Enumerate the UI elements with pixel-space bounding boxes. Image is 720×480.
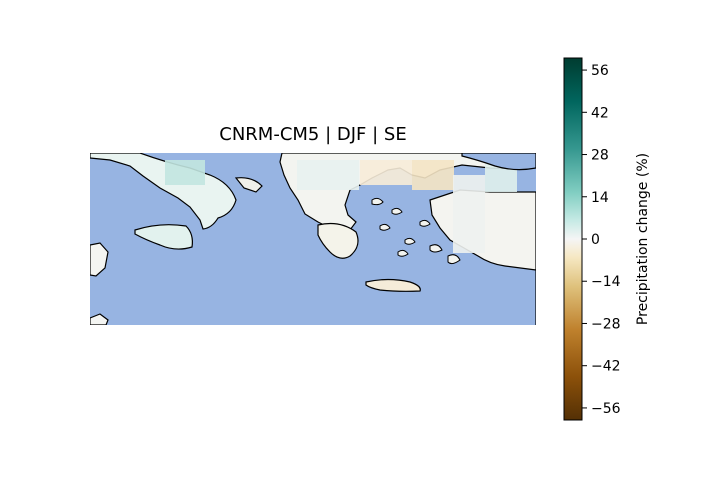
colorbar-tick-label: −14 — [591, 274, 621, 290]
map-area — [90, 153, 536, 325]
colorbar-ticks: 56 42 28 14 0 −14 −28 −42 −56 — [582, 63, 621, 417]
italy-cell-teal — [165, 160, 205, 185]
cell-thrace — [412, 160, 454, 190]
colorbar-tick-label: −28 — [591, 316, 621, 332]
colorbar-tick-label: 0 — [591, 232, 600, 248]
colorbar-tick-label: −56 — [591, 401, 621, 417]
heel-of-italy — [234, 177, 263, 193]
colorbar-tick-label: 28 — [591, 148, 609, 164]
colorbar-tick-label: −42 — [591, 359, 621, 375]
sardinia-edge — [90, 242, 109, 277]
colorbar-label: Precipitation change (%) — [635, 152, 651, 326]
cell-western-anatolia — [453, 175, 485, 253]
aegean-islands — [371, 197, 461, 265]
sicily — [134, 224, 193, 250]
colorbar-tick-label: 56 — [591, 63, 609, 79]
colorbar-tick-label: 14 — [591, 190, 609, 206]
crete — [365, 278, 421, 292]
cell-bulgaria-coast — [360, 160, 412, 185]
colorbar-gradient — [563, 57, 583, 421]
black-sea — [461, 153, 536, 171]
cell-northern-greece — [297, 160, 359, 190]
tunisia-edge — [90, 313, 109, 325]
peloponnese — [317, 222, 359, 259]
map-title: CNRM-CM5 | DJF | SE — [219, 124, 407, 145]
colorbar: 56 42 28 14 0 −14 −28 −42 −56 — [563, 57, 621, 421]
colorbar-tick-label: 42 — [591, 105, 609, 121]
